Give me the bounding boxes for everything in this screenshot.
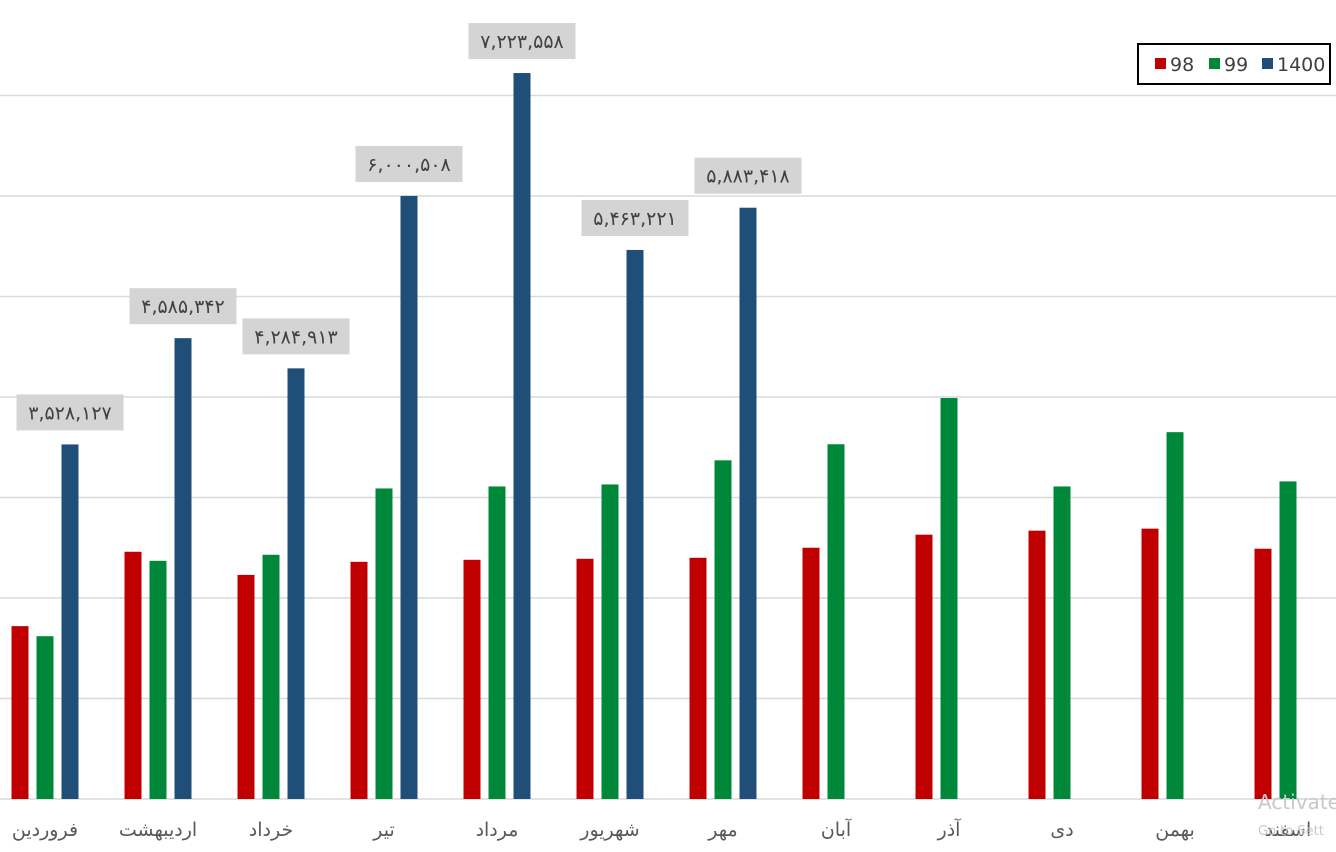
bar-99 [1279,481,1297,799]
bar-98 [915,534,933,799]
data-label-text: ۵,۸۸۳,۴۱۸ [706,166,790,188]
bar-99 [714,460,732,799]
bar-99 [262,554,280,799]
bar-98 [1141,528,1159,799]
data-label: ۴,۵۸۵,۳۴۲ [129,288,237,325]
bar-98 [802,547,820,799]
bar-98 [689,557,707,799]
category-label: مهر [707,819,737,841]
watermark-line1: Activate [1258,790,1336,814]
category-label: اردیبهشت [119,819,197,841]
bars [11,73,1297,800]
bar-99 [36,636,54,799]
legend-swatch [1262,58,1273,69]
bar-99 [1053,486,1071,799]
legend: 98 99 1400 [1137,43,1331,85]
data-label-text: ۴,۲۸۴,۹۱۳ [254,326,338,348]
category-label: آبان [821,817,852,841]
data-label-text: ۳,۵۲۸,۱۲۷ [28,402,112,424]
data-label: ۵,۴۶۳,۲۲۱ [581,199,689,236]
bar-1400 [739,207,757,799]
bar-1400 [174,338,192,799]
category-label: آذر [937,817,962,841]
bar-98 [237,574,255,799]
legend-swatch [1155,58,1166,69]
category-label: اسفند [1265,819,1312,841]
data-label-text: ۶,۰۰۰,۵۰۸ [367,154,451,176]
bar-1400 [513,73,531,800]
bar-98 [1028,530,1046,799]
data-label-text: ۷,۲۲۳,۵۵۸ [480,31,564,53]
data-label-box [581,199,689,236]
data-label: ۳,۵۲۸,۱۲۷ [16,394,124,431]
data-label-box [468,23,576,60]
bar-98 [1254,548,1272,799]
activate-windows-watermark: Activate Go to Sett [1258,790,1336,839]
legend-entry: 99 [1209,54,1248,76]
data-label: ۶,۰۰۰,۵۰۸ [355,145,463,182]
bar-99 [940,398,958,799]
data-label-box [129,288,237,325]
legend-swatch [1209,58,1220,69]
bar-98 [124,551,142,799]
category-label: دی [1050,819,1073,841]
legend-label: 98 [1170,54,1194,76]
category-label: تیر [372,819,395,841]
category-label: مرداد [476,819,519,841]
bar-98 [576,558,594,799]
data-label-text: ۴,۵۸۵,۳۴۲ [141,296,225,318]
bar-1400 [400,195,418,799]
data-label-box [242,318,350,355]
watermark-line2: Go to Sett [1258,824,1324,839]
bar-99 [1166,432,1184,799]
data-label-box [355,145,463,182]
category-label: بهمن [1155,819,1195,841]
category-labels: فروردین اردیبهشت خرداد تیر مرداد شهریور مهر آبا… [12,817,1311,841]
data-label-text: ۵,۴۶۳,۲۲۱ [593,208,677,230]
category-label: خرداد [249,819,293,841]
bar-99 [827,444,845,799]
bar-1400 [626,249,644,799]
bar-98 [11,626,29,799]
bar-1400 [287,368,305,799]
bar-98 [350,561,368,799]
bar-98 [463,559,481,799]
category-label: شهریور [579,819,639,841]
bar-99 [149,560,167,799]
bar-99 [488,486,506,799]
bar-99 [375,488,393,799]
data-label-box [16,394,124,431]
data-label: ۵,۸۸۳,۴۱۸ [694,157,802,194]
bar-1400 [61,444,79,799]
data-labels: ۳,۵۲۸,۱۲۷ ۴,۵۸۵,۳۴۲ ۴,۲۸۴,۹۱۳ ۶,۰۰۰,۵۰۸ ۷,۲۲… [16,23,802,431]
legend-entry: 98 [1155,54,1194,76]
legend-label: 99 [1224,54,1248,76]
legend-label: 1400 [1277,54,1325,76]
legend-box [1137,43,1331,85]
data-label: ۴,۲۸۴,۹۱۳ [242,318,350,355]
data-label-box [694,157,802,194]
category-label: فروردین [12,819,78,841]
legend-entry: 1400 [1262,54,1325,76]
data-label: ۷,۲۲۳,۵۵۸ [468,23,576,60]
bar-99 [601,484,619,799]
